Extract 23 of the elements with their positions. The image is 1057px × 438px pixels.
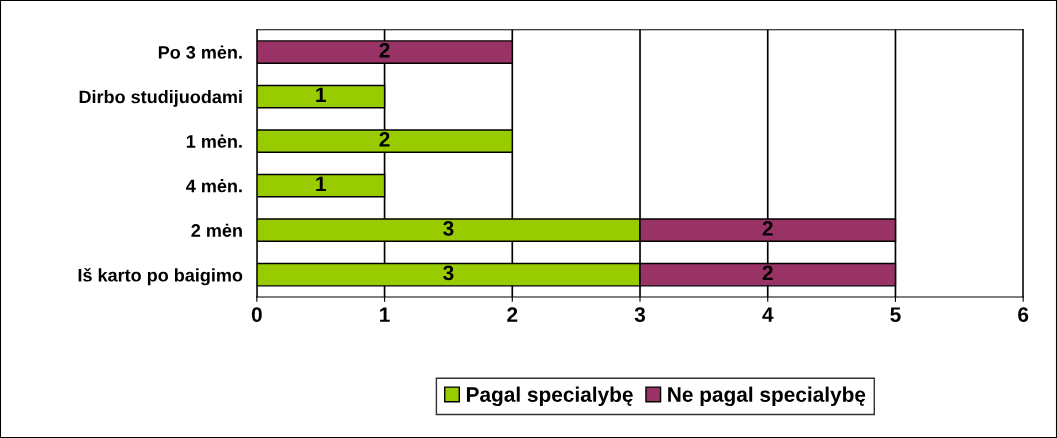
data-label: 2 <box>379 131 390 147</box>
x-tick-label: 2 <box>507 307 518 322</box>
x-tick-label: 5 <box>890 307 901 322</box>
x-tick-label: 1 <box>380 307 390 322</box>
x-tick-label: 6 <box>1018 307 1029 322</box>
legend-label: Ne pagal specialybę <box>668 386 866 407</box>
y-tick-label: Dirbo studijuodami <box>79 90 242 107</box>
data-label: 2 <box>762 265 773 281</box>
y-tick-label: Iš karto po baigimo <box>78 267 243 286</box>
data-label: 3 <box>443 265 454 281</box>
data-label: 2 <box>762 221 773 236</box>
data-label: 1 <box>316 176 326 192</box>
y-tick-label: 2 mėn <box>191 223 242 237</box>
y-tick-label: Po 3 mėn. <box>158 45 242 59</box>
x-tick-label: 0 <box>251 307 262 322</box>
data-label: 3 <box>443 221 454 236</box>
data-label: 2 <box>379 42 390 58</box>
x-tick-label: 3 <box>634 307 646 323</box>
x-tick-label: 4 <box>762 307 774 322</box>
y-tick-label: 1 mėn. <box>186 134 242 148</box>
data-label: 1 <box>316 87 326 102</box>
y-tick-label: 4 mėn. <box>186 179 242 193</box>
legend-label: Pagal specialybę <box>466 386 633 407</box>
